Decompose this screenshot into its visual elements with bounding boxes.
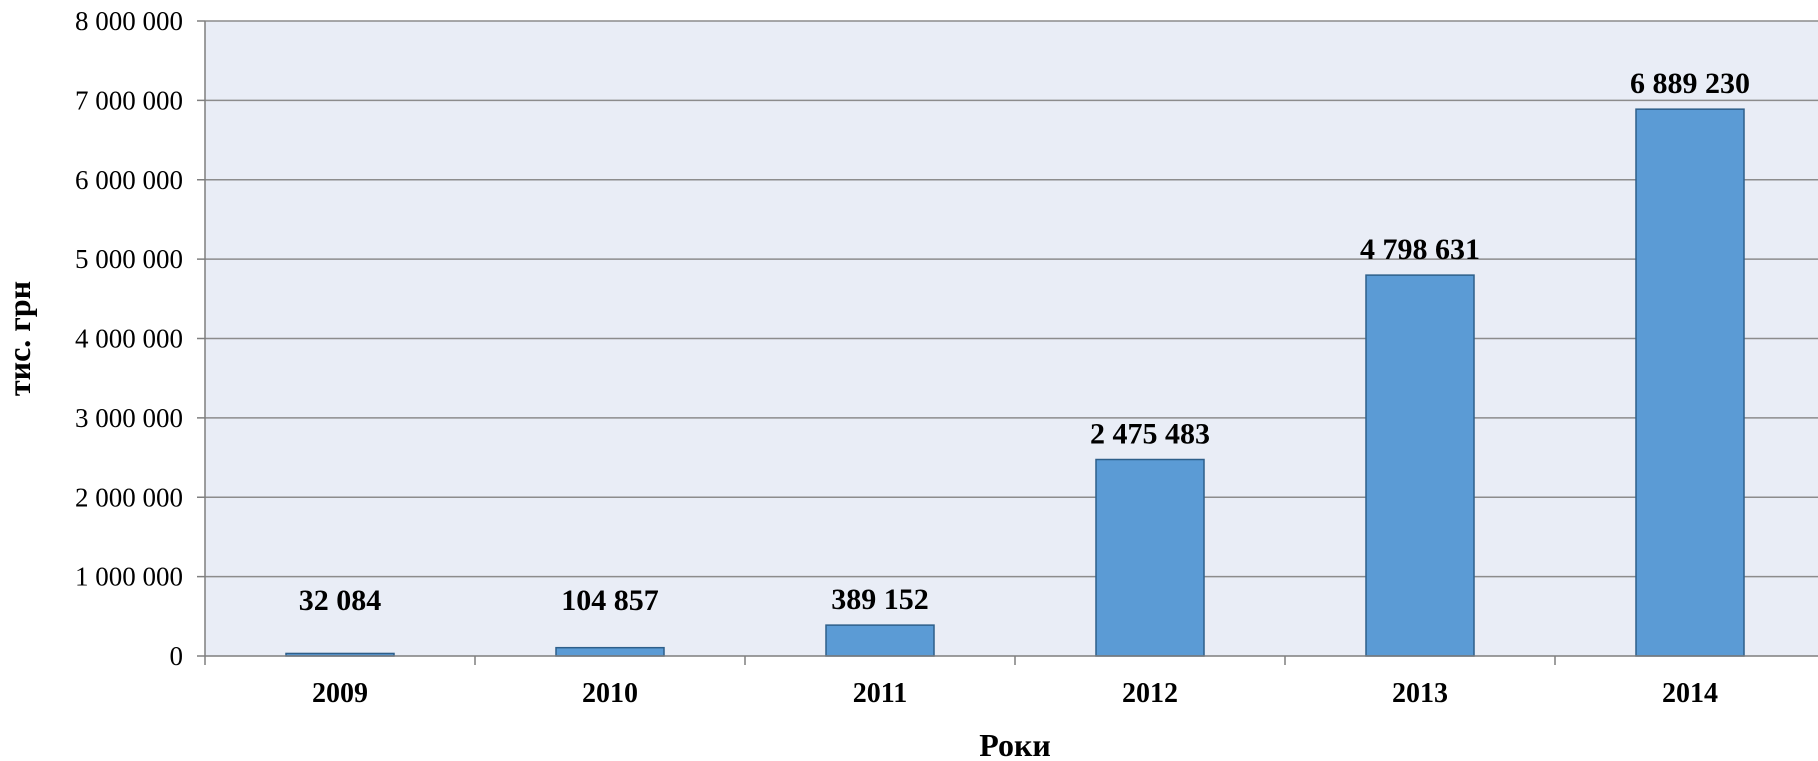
gridlines bbox=[197, 20, 1818, 657]
bar-2011 bbox=[825, 624, 935, 657]
bar-2013 bbox=[1365, 274, 1475, 657]
x-tick-label: 2013 bbox=[1392, 678, 1448, 709]
y-tick-label: 4 000 000 bbox=[75, 324, 183, 354]
data-label: 389 152 bbox=[831, 583, 929, 616]
axes bbox=[204, 21, 1818, 665]
y-tick-label: 6 000 000 bbox=[75, 165, 183, 195]
y-tick-label: 2 000 000 bbox=[75, 482, 183, 512]
y-axis-tick-labels: 0 1 000 000 2 000 000 3 000 000 4 000 000 5 0… bbox=[75, 6, 183, 671]
data-labels: 32 084 104 857 389 152 2 475 483 4 798 631 6 … bbox=[299, 67, 1750, 617]
bar-2010 bbox=[555, 646, 665, 657]
x-tick-label: 2014 bbox=[1662, 678, 1718, 709]
bar-2012 bbox=[1095, 458, 1205, 657]
y-tick-label: 7 000 000 bbox=[75, 85, 183, 115]
data-label: 2 475 483 bbox=[1090, 418, 1210, 451]
x-tick-label: 2009 bbox=[312, 678, 368, 709]
x-tick-label: 2011 bbox=[853, 678, 907, 709]
x-axis-tick-labels: 2009 2010 2011 2012 2013 2014 bbox=[312, 678, 1718, 709]
y-axis-title: тис. грн bbox=[1, 281, 37, 396]
bar-2014 bbox=[1635, 108, 1745, 657]
data-label: 6 889 230 bbox=[1630, 67, 1750, 100]
x-tick-label: 2010 bbox=[582, 678, 638, 709]
y-tick-label: 1 000 000 bbox=[75, 562, 183, 592]
x-axis-title: Роки bbox=[979, 727, 1051, 761]
x-tick-label: 2012 bbox=[1122, 678, 1178, 709]
y-tick-label: 5 000 000 bbox=[75, 244, 183, 274]
y-tick-label: 8 000 000 bbox=[75, 6, 183, 36]
y-tick-label: 0 bbox=[170, 641, 184, 671]
data-label: 104 857 bbox=[561, 584, 659, 617]
y-tick-label: 3 000 000 bbox=[75, 403, 183, 433]
bars bbox=[285, 108, 1745, 657]
data-label: 32 084 bbox=[299, 584, 382, 617]
data-label: 4 798 631 bbox=[1360, 233, 1480, 266]
